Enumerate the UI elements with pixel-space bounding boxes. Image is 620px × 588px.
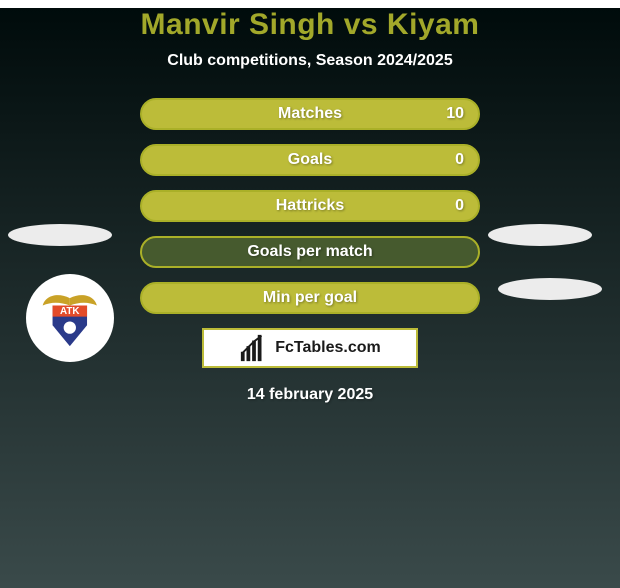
club-badge: ATK bbox=[26, 274, 114, 362]
footer-date: 14 february 2025 bbox=[0, 386, 620, 404]
brand-bars-icon bbox=[239, 333, 269, 363]
stat-label: Goals bbox=[288, 151, 332, 169]
player-oval-right bbox=[488, 224, 592, 246]
stat-row: Hattricks 0 bbox=[140, 190, 480, 222]
stat-value: 0 bbox=[455, 151, 464, 169]
stat-row: Min per goal bbox=[140, 282, 480, 314]
stat-value: 10 bbox=[446, 105, 464, 123]
comparison-card: Manvir Singh vs Kiyam Club competitions,… bbox=[0, 8, 620, 588]
stage: ATK Matches 10 Goals 0 Hattricks 0 Goals per m… bbox=[0, 98, 620, 404]
stats-rows: Matches 10 Goals 0 Hattricks 0 Goals per match… bbox=[140, 98, 480, 314]
stat-label: Goals per match bbox=[247, 243, 372, 261]
stat-label: Min per goal bbox=[263, 289, 357, 307]
stat-label: Matches bbox=[278, 105, 342, 123]
stat-row: Matches 10 bbox=[140, 98, 480, 130]
brand-box: FcTables.com bbox=[202, 328, 418, 368]
stat-row: Goals 0 bbox=[140, 144, 480, 176]
brand-text: FcTables.com bbox=[275, 339, 381, 357]
player-oval-left bbox=[8, 224, 112, 246]
club-badge-icon: ATK bbox=[39, 287, 101, 349]
stat-label: Hattricks bbox=[276, 197, 344, 215]
page-subtitle: Club competitions, Season 2024/2025 bbox=[0, 52, 620, 70]
svg-text:ATK: ATK bbox=[60, 306, 80, 317]
stat-value: 0 bbox=[455, 197, 464, 215]
stat-row: Goals per match bbox=[140, 236, 480, 268]
player-oval-right-2 bbox=[498, 278, 602, 300]
page-title: Manvir Singh vs Kiyam bbox=[0, 8, 620, 42]
